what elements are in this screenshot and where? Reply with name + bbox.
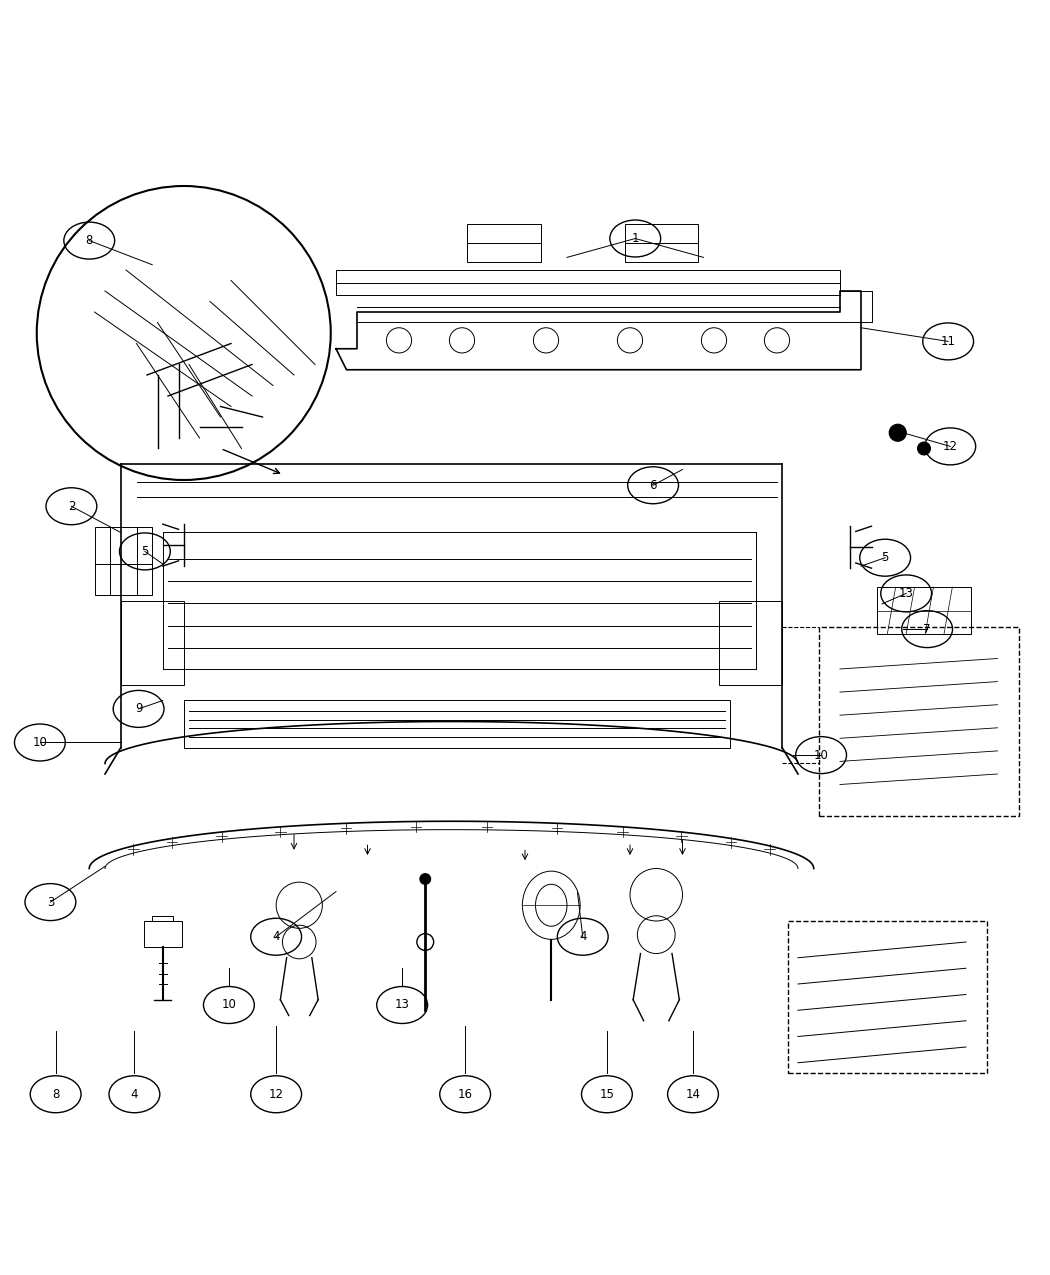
Bar bbox=[819, 627, 1018, 816]
Bar bbox=[94, 528, 152, 595]
Text: 14: 14 bbox=[686, 1088, 700, 1100]
Text: 10: 10 bbox=[33, 736, 47, 748]
Text: 8: 8 bbox=[51, 1088, 60, 1100]
Circle shape bbox=[420, 873, 430, 885]
Text: 4: 4 bbox=[130, 1088, 139, 1100]
Circle shape bbox=[889, 425, 906, 441]
Bar bbox=[336, 270, 840, 296]
Bar bbox=[467, 224, 541, 261]
Text: 12: 12 bbox=[269, 1088, 284, 1100]
Bar bbox=[877, 586, 971, 635]
Text: 4: 4 bbox=[579, 931, 587, 944]
Text: 1: 1 bbox=[631, 232, 639, 245]
Bar bbox=[152, 915, 173, 921]
Text: 7: 7 bbox=[923, 622, 931, 636]
Bar bbox=[121, 601, 184, 685]
Text: 6: 6 bbox=[649, 478, 657, 492]
Bar bbox=[144, 921, 182, 947]
Text: 10: 10 bbox=[814, 748, 828, 761]
Text: 5: 5 bbox=[141, 544, 149, 558]
Circle shape bbox=[918, 442, 930, 455]
Text: 13: 13 bbox=[395, 998, 410, 1011]
Text: 15: 15 bbox=[600, 1088, 614, 1100]
Text: 8: 8 bbox=[85, 235, 93, 247]
Text: 16: 16 bbox=[458, 1088, 472, 1100]
Text: 13: 13 bbox=[899, 586, 914, 601]
Text: 12: 12 bbox=[943, 440, 958, 453]
Bar bbox=[184, 700, 730, 747]
Text: 4: 4 bbox=[272, 931, 280, 944]
Text: 3: 3 bbox=[46, 895, 55, 909]
Bar bbox=[788, 921, 987, 1074]
Bar bbox=[719, 601, 782, 685]
Bar bbox=[625, 224, 698, 261]
Text: 9: 9 bbox=[134, 703, 143, 715]
Text: 11: 11 bbox=[941, 335, 956, 348]
Text: 5: 5 bbox=[881, 551, 889, 565]
Text: 2: 2 bbox=[67, 500, 76, 513]
Text: 10: 10 bbox=[222, 998, 236, 1011]
